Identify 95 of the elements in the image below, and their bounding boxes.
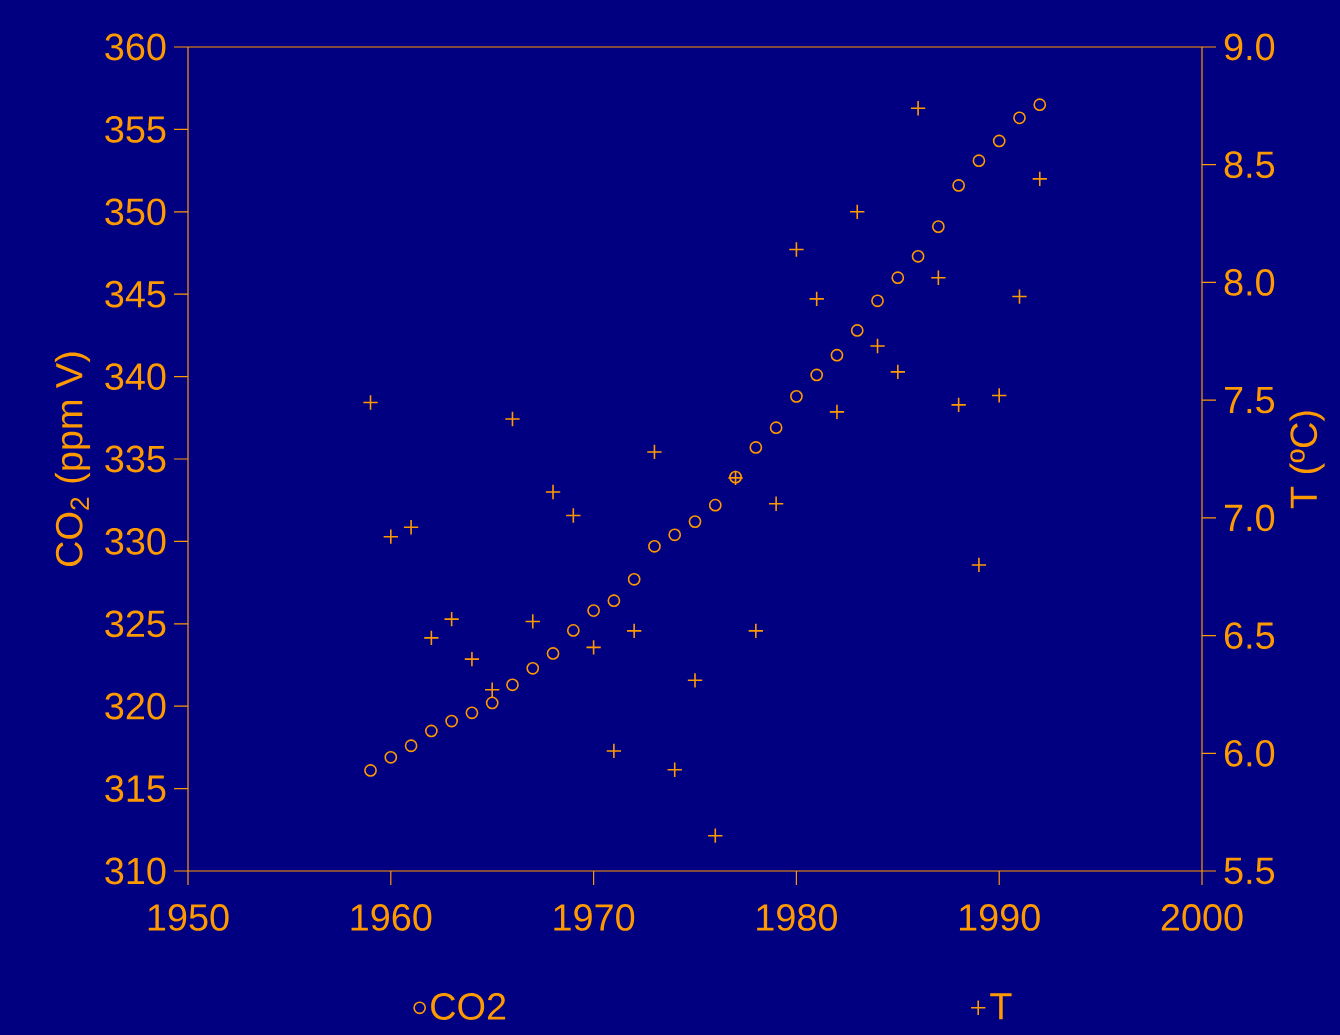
point	[849, 203, 866, 220]
y-tick-label: 340	[105, 363, 166, 390]
point	[465, 706, 479, 720]
point	[506, 678, 519, 692]
x-tick-label: 1950	[148, 904, 229, 931]
point	[1011, 288, 1028, 305]
point	[708, 498, 722, 512]
point	[970, 556, 987, 573]
point	[830, 348, 844, 362]
point	[788, 241, 805, 258]
point	[871, 294, 884, 308]
point	[626, 622, 643, 639]
point	[463, 651, 480, 668]
point	[930, 269, 947, 286]
y2-tick-label: 6.5	[1224, 622, 1275, 649]
legend-label: T	[990, 993, 1012, 1020]
y-tick-label: 345	[105, 280, 166, 308]
point	[931, 220, 945, 233]
point	[810, 368, 824, 382]
point	[1013, 111, 1026, 125]
point	[585, 639, 602, 656]
y-tick-label: 310	[105, 857, 166, 885]
point	[747, 622, 764, 639]
point	[384, 750, 398, 764]
point	[382, 528, 399, 545]
point	[403, 519, 420, 536]
legend-label: CO2	[431, 993, 506, 1020]
y-tick-label: 320	[105, 692, 166, 720]
y2-tick-label: 9.0	[1224, 33, 1275, 61]
point	[1033, 98, 1047, 112]
point	[869, 338, 886, 354]
point	[769, 421, 783, 435]
x-tick-label: 1970	[554, 904, 635, 931]
y2-tick-label: 7.0	[1224, 504, 1275, 532]
y-tick-label: 325	[105, 610, 166, 638]
point	[445, 714, 459, 728]
x-tick-label: 1960	[351, 904, 432, 931]
x-tick-label: 1980	[757, 904, 837, 931]
point	[546, 647, 560, 660]
point	[668, 528, 682, 542]
y-tick-label: 355	[105, 115, 166, 143]
y2-tick-label: 8.5	[1224, 151, 1275, 179]
x-tick-label: 2000	[1161, 904, 1243, 931]
point	[972, 154, 986, 168]
point	[687, 672, 703, 689]
point	[688, 515, 702, 528]
point	[707, 827, 724, 844]
point	[850, 324, 864, 337]
point	[587, 604, 600, 617]
point	[423, 629, 440, 646]
point	[952, 179, 966, 192]
point	[565, 507, 582, 524]
point	[950, 396, 967, 413]
y-tick-label: 315	[105, 775, 166, 803]
point	[808, 290, 825, 307]
y2-tick-label: 6.0	[1224, 739, 1275, 767]
y2-tick-label: 5.5	[1224, 857, 1275, 885]
point	[768, 495, 785, 512]
point	[992, 134, 1006, 148]
y-tick-label: 335	[105, 445, 166, 473]
point	[889, 363, 906, 380]
point	[566, 624, 580, 637]
point	[1031, 170, 1048, 187]
point	[911, 249, 925, 263]
point	[424, 724, 438, 738]
point	[526, 661, 540, 675]
y-tick-label: 350	[105, 198, 166, 226]
point	[749, 441, 763, 454]
point	[504, 411, 521, 427]
x-tick-label: 1990	[959, 904, 1040, 931]
point	[790, 389, 803, 403]
point	[485, 696, 499, 710]
point	[646, 443, 663, 460]
point	[404, 739, 418, 753]
point	[666, 761, 683, 778]
y-tick-label: 330	[105, 527, 166, 555]
y2-axis-title: T (ºC)	[1289, 411, 1325, 509]
point	[910, 100, 927, 117]
y-tick-label: 360	[105, 33, 166, 61]
point	[364, 764, 377, 777]
y2-tick-label: 7.5	[1224, 386, 1275, 414]
point	[607, 594, 621, 608]
point	[828, 403, 845, 420]
point	[627, 572, 641, 586]
y2-tick-label: 8.0	[1224, 269, 1275, 296]
point	[891, 271, 905, 285]
point	[443, 611, 460, 628]
point	[524, 613, 541, 630]
y-axis-title: CO$_{2}$ (ppm V)	[54, 352, 91, 566]
point	[484, 681, 501, 698]
point	[605, 742, 622, 759]
point	[991, 387, 1008, 404]
point	[648, 539, 661, 553]
point	[545, 483, 562, 500]
point	[362, 394, 379, 411]
